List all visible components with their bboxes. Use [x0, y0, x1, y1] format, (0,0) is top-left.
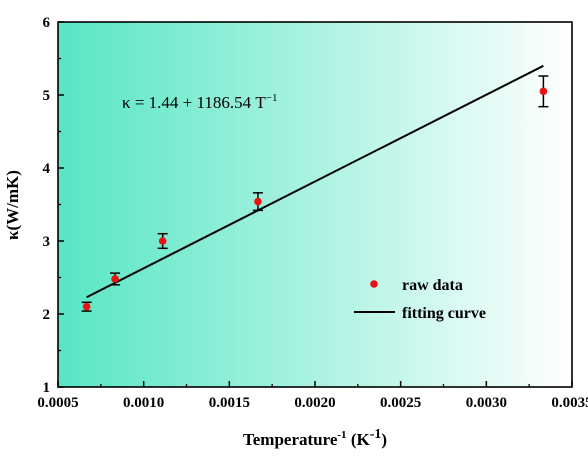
annotation-equation: κ = 1.44 + 1186.54 T−1: [122, 92, 277, 112]
y-tick-label: 3: [43, 234, 51, 250]
x-axis-title-main: Temperature: [243, 430, 338, 449]
annotation-main: κ = 1.44 + 1186.54 T: [122, 93, 266, 112]
x-axis-title: Temperature-1 (K-1): [243, 427, 387, 449]
x-tick-label: 0.0035: [551, 395, 588, 411]
y-tick-label: 2: [43, 307, 51, 323]
x-tick-label: 0.0010: [123, 395, 164, 411]
annotation-sup: −1: [266, 92, 278, 104]
x-tick-label: 0.0020: [294, 395, 335, 411]
legend-label-raw-data: raw data: [402, 277, 463, 294]
y-axis-title: κ(W/mK): [3, 170, 22, 240]
x-axis-title-unit-close: ): [381, 430, 387, 449]
y-tick-label: 4: [43, 161, 51, 177]
plot-background: [58, 22, 572, 387]
data-point: [158, 237, 167, 245]
x-tick-label: 0.0005: [37, 395, 78, 411]
fitting-curve-line: [86, 64, 544, 299]
legend-marker-raw-data: [370, 280, 378, 288]
x-tick-label: 0.0030: [466, 395, 507, 411]
y-tick-label: 1: [43, 380, 51, 396]
x-tick-label: 0.0015: [209, 395, 250, 411]
x-axis-title-exp: -1: [337, 429, 346, 441]
chart-marks: [81, 64, 549, 312]
y-tick-label: 5: [43, 88, 51, 104]
data-point: [111, 275, 119, 283]
data-point: [82, 302, 91, 311]
data-point: [539, 87, 548, 96]
data-point: [254, 197, 262, 206]
x-axis-title-unit-open: (K: [347, 430, 371, 449]
legend: raw data fitting curve: [354, 277, 486, 322]
y-tick-label: 6: [43, 15, 51, 31]
x-tick-label: 0.0025: [380, 395, 421, 411]
legend-label-fitting-curve: fitting curve: [402, 305, 486, 322]
x-axis-title-unit-exp: -1: [370, 427, 382, 442]
axis-ticks: 0.0005 0.0010 0.0015 0.0020 0.0025 0.0030 0.00…: [37, 15, 588, 411]
